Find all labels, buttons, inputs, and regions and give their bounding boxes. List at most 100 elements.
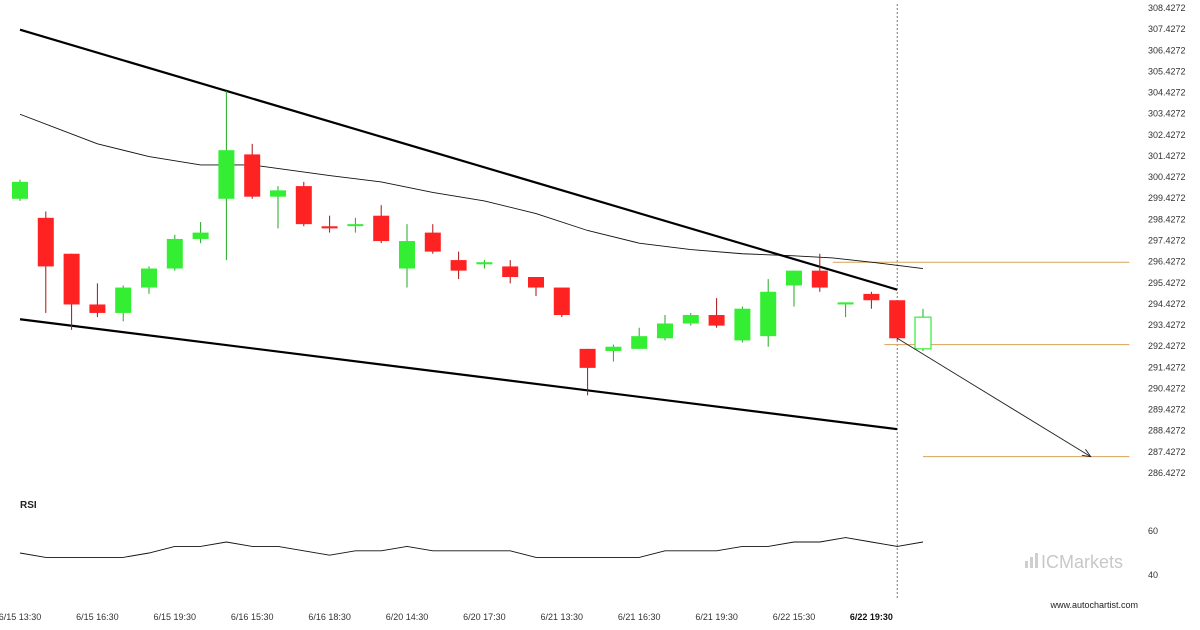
candle-body [37,217,54,267]
y-tick-label: 295.4272 [1148,278,1186,288]
candle-body [631,336,648,349]
logo-bars-icon [1025,553,1038,568]
candle [192,222,209,244]
y-tick-label: 286.4272 [1148,468,1186,478]
x-tick-label: 6/20 17:30 [463,612,506,622]
candle-body [579,348,596,368]
candle [166,234,183,271]
candle [12,179,28,201]
candle-body [682,315,699,324]
x-tick-label: 6/21 13:30 [541,612,584,622]
x-tick-label: 6/21 19:30 [695,612,738,622]
x-tick-label: 6/21 16:30 [618,612,661,622]
y-tick-label: 291.4272 [1148,362,1186,372]
logo-text: ICMarkets [1041,552,1123,572]
y-tick-label: 298.4272 [1148,214,1186,224]
rsi-panel: RSI 60 40 [19,500,1158,580]
candle [837,302,854,318]
candle-body [399,241,415,269]
candle [347,217,364,233]
y-tick-label: 306.4272 [1148,45,1186,55]
candle [760,279,777,347]
candle-body [811,270,828,288]
candle [89,283,106,318]
candle [914,308,932,351]
candle [811,253,828,292]
y-tick-label: 308.4272 [1148,3,1186,13]
candle [553,287,570,318]
candle-body [373,215,390,242]
candle-body [837,302,854,305]
candle [631,327,648,349]
x-tick-label: 6/22 15:30 [773,612,816,622]
y-tick-label: 307.4272 [1148,24,1186,34]
candle-body [321,226,338,229]
branding-logo: ICMarkets [1025,552,1123,572]
candle [37,211,54,313]
y-tick-label: 301.4272 [1148,151,1186,161]
y-tick-label: 299.4272 [1148,193,1186,203]
y-tick-label: 294.4272 [1148,299,1186,309]
candle [244,143,261,199]
candle-body [12,181,28,199]
candle-body [476,262,493,265]
y-tick-label: 292.4272 [1148,341,1186,351]
candle [321,215,338,233]
candle [734,306,751,343]
y-tick-label: 296.4272 [1148,257,1186,267]
rsi-label: RSI [20,500,37,511]
x-tick-label: 6/15 16:30 [76,612,119,622]
x-tick-label: 6/20 14:30 [386,612,429,622]
candle-body [63,253,80,305]
y-tick-label: 302.4272 [1148,130,1186,140]
candle-body [115,287,132,313]
projection-arrowhead [1081,449,1092,458]
candle-body [605,346,622,351]
candle [476,260,493,269]
y-tick-label: 288.4272 [1148,426,1186,436]
candle-body [528,276,544,288]
candle [424,224,441,254]
y-tick-label: 305.4272 [1148,66,1186,76]
x-tick-label: 6/16 18:30 [308,612,351,622]
candle [682,312,699,326]
candle-body [553,287,570,316]
candle [708,298,725,328]
candle [657,315,673,341]
candle [605,344,622,362]
candle [786,270,802,307]
y-axis: 308.4272 307.4272 306.4272 305.4272 304.4272… [1148,3,1186,478]
candle-body [914,316,932,350]
website-url: www.autochartist.com [1049,600,1138,610]
candle [863,291,880,309]
price-panel [12,4,1130,600]
candle-body [244,154,261,197]
candle [450,251,467,280]
y-tick-label: 290.4272 [1148,383,1186,393]
candle-body [218,150,235,199]
candle-body [863,293,880,301]
candle [399,224,415,288]
candle-body [889,300,906,339]
y-tick-label: 287.4272 [1148,447,1186,457]
y-tick-label: 289.4272 [1148,405,1186,415]
x-axis: 6/15 13:30 6/15 16:30 6/15 19:30 6/16 15:30… [0,612,893,622]
x-tick-label: 6/15 19:30 [154,612,197,622]
candle [502,260,519,284]
candle [115,285,132,322]
candle [141,266,157,294]
y-tick-label: 303.4272 [1148,109,1186,119]
rsi-line [19,537,924,558]
candle [270,186,286,229]
candle [579,348,596,396]
candle-body [708,315,725,326]
candle [373,205,390,244]
candle [63,253,80,330]
candle-body [166,238,183,269]
y-tick-label: 304.4272 [1148,88,1186,98]
y-tick-label: 300.4272 [1148,172,1186,182]
rsi-tick-label: 60 [1148,526,1158,536]
candle-body [89,304,106,313]
candle-body [141,268,157,288]
